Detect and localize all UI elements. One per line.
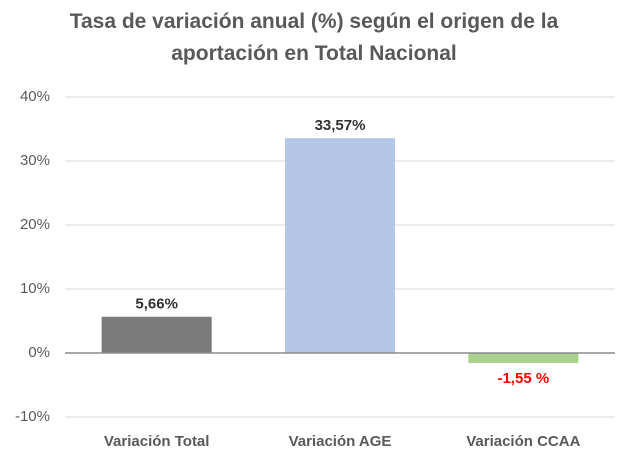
bar — [468, 353, 579, 363]
y-tick-label: 0% — [28, 344, 50, 361]
y-tick-label: 40% — [20, 88, 50, 105]
bar — [101, 316, 212, 353]
chart-title: Tasa de variación anual (%) según el ori… — [69, 10, 559, 65]
y-tick-label: -10% — [15, 408, 50, 425]
x-tick-label: Variación CCAA — [466, 433, 580, 450]
x-tick-label: Variación Total — [104, 433, 210, 450]
value-label: -1,55 % — [497, 370, 549, 387]
x-tick-label: Variación AGE — [289, 433, 392, 450]
y-tick-label: 30% — [20, 152, 50, 169]
value-label: 33,57% — [315, 117, 366, 134]
value-label: 5,66% — [135, 296, 178, 313]
y-tick-label: 20% — [20, 216, 50, 233]
y-tick-label: 10% — [20, 280, 50, 297]
bar — [285, 138, 395, 353]
